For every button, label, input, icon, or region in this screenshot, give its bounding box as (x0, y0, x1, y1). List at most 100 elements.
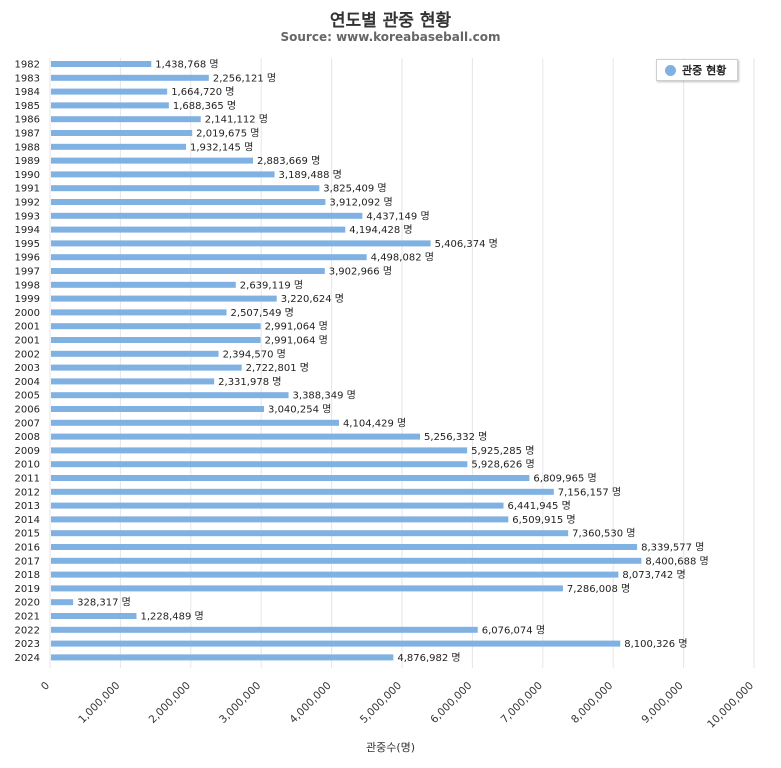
bar (51, 406, 265, 412)
bar (51, 199, 326, 205)
y-tick-label: 1988 (15, 142, 40, 153)
data-label: 7,360,530 명 (572, 528, 635, 540)
bar (51, 419, 339, 426)
x-tick-label: 5,000,000 (358, 680, 404, 726)
bar (51, 130, 193, 136)
x-tick-label: 3,000,000 (217, 680, 263, 726)
bar (51, 433, 421, 440)
data-label: 6,809,965 명 (533, 473, 596, 485)
bar (51, 613, 137, 619)
y-tick-label: 1986 (15, 115, 40, 126)
data-label: 1,688,365 명 (173, 100, 236, 112)
data-label: 3,388,349 명 (293, 390, 356, 402)
data-label: 5,256,332 명 (424, 431, 487, 443)
bar (51, 323, 261, 330)
data-label: 2,883,669 명 (257, 155, 320, 167)
y-tick-label: 2020 (15, 598, 40, 609)
data-label: 3,825,409 명 (323, 183, 386, 195)
data-label: 8,073,742 명 (622, 569, 685, 581)
bar (51, 640, 621, 647)
x-tick-label: 0 (39, 680, 52, 693)
legend-marker-icon (665, 64, 676, 76)
data-label: 7,156,157 명 (558, 486, 621, 498)
x-tick-label: 6,000,000 (428, 680, 474, 726)
bar (51, 516, 509, 523)
chart-legend[interactable]: 관중 현황 (656, 59, 738, 81)
x-tick-label: 10,000,000 (705, 680, 756, 731)
data-label: 3,040,254 명 (268, 404, 331, 416)
data-label: 2,639,119 명 (240, 279, 303, 291)
bar (51, 447, 468, 454)
data-label: 4,876,982 명 (397, 652, 460, 664)
bar (51, 143, 187, 150)
bar (51, 102, 169, 109)
x-axis-title: 관중수(명) (365, 741, 416, 754)
bar (51, 268, 325, 274)
y-tick-label: 2014 (15, 515, 40, 526)
y-tick-label: 2017 (15, 556, 40, 567)
bar (51, 502, 504, 509)
bar (51, 378, 215, 385)
data-label: 4,437,149 명 (366, 210, 429, 222)
bar (51, 226, 346, 233)
y-tick-label: 2019 (15, 584, 40, 595)
legend-label: 관중 현황 (682, 64, 727, 77)
y-tick-label: 1990 (15, 170, 40, 181)
bar (51, 212, 363, 219)
y-tick-label: 2004 (15, 377, 40, 388)
bar (51, 74, 209, 81)
data-label: 4,498,082 명 (371, 252, 434, 264)
data-label: 2,019,675 명 (196, 128, 259, 140)
data-label: 5,928,626 명 (471, 459, 534, 471)
y-tick-label: 1985 (15, 101, 40, 112)
bar (51, 254, 367, 261)
bar (51, 544, 638, 550)
y-tick-label: 1996 (15, 253, 40, 264)
data-label: 3,902,966 명 (329, 266, 392, 278)
data-label: 1,438,768 명 (155, 59, 218, 71)
data-label: 8,400,688 명 (645, 555, 708, 567)
y-tick-label: 1995 (15, 239, 40, 250)
bar (51, 350, 219, 357)
bar (51, 116, 201, 123)
data-label: 1,664,720 명 (171, 86, 234, 98)
y-tick-label: 2005 (15, 391, 40, 402)
data-label: 3,189,488 명 (279, 169, 342, 181)
bar (51, 185, 320, 192)
y-tick-label: 2024 (15, 653, 40, 664)
data-label: 5,406,374 명 (435, 238, 498, 250)
bar (51, 364, 242, 371)
data-label: 2,394,570 명 (223, 348, 286, 360)
bar (51, 157, 254, 164)
x-tick-label: 9,000,000 (639, 680, 685, 726)
bar (51, 171, 275, 178)
y-tick-label: 1987 (15, 129, 40, 140)
y-tick-label: 2000 (15, 308, 40, 319)
data-label: 2,141,112 명 (205, 114, 268, 126)
data-label: 2,722,801 명 (246, 362, 309, 374)
y-tick-label: 2008 (15, 432, 40, 443)
y-tick-label: 2013 (15, 501, 40, 512)
data-label: 2,256,121 명 (213, 72, 276, 84)
data-label: 8,100,326 명 (624, 638, 687, 650)
chart-subtitle: Source: www.koreabaseball.com (280, 30, 501, 44)
y-tick-label: 2016 (15, 543, 40, 554)
bar (51, 461, 468, 468)
x-tick-label: 1,000,000 (76, 680, 122, 726)
y-tick-label: 1998 (15, 280, 40, 291)
data-label: 2,331,978 명 (218, 376, 281, 388)
y-tick-label: 2006 (15, 405, 40, 416)
data-label: 3,220,624 명 (281, 293, 344, 305)
y-tick-label: 1993 (15, 211, 40, 222)
y-tick-label: 1997 (15, 267, 40, 278)
y-tick-label: 2018 (15, 570, 40, 581)
data-label: 7,286,008 명 (567, 583, 630, 595)
data-label: 2,507,549 명 (231, 307, 294, 319)
data-label: 2,991,064 명 (265, 321, 328, 333)
y-tick-label: 2009 (15, 446, 40, 457)
y-tick-label: 2023 (15, 639, 40, 650)
bar (51, 475, 530, 481)
data-label: 328,317 명 (77, 597, 131, 609)
data-label: 6,076,074 명 (482, 624, 545, 636)
